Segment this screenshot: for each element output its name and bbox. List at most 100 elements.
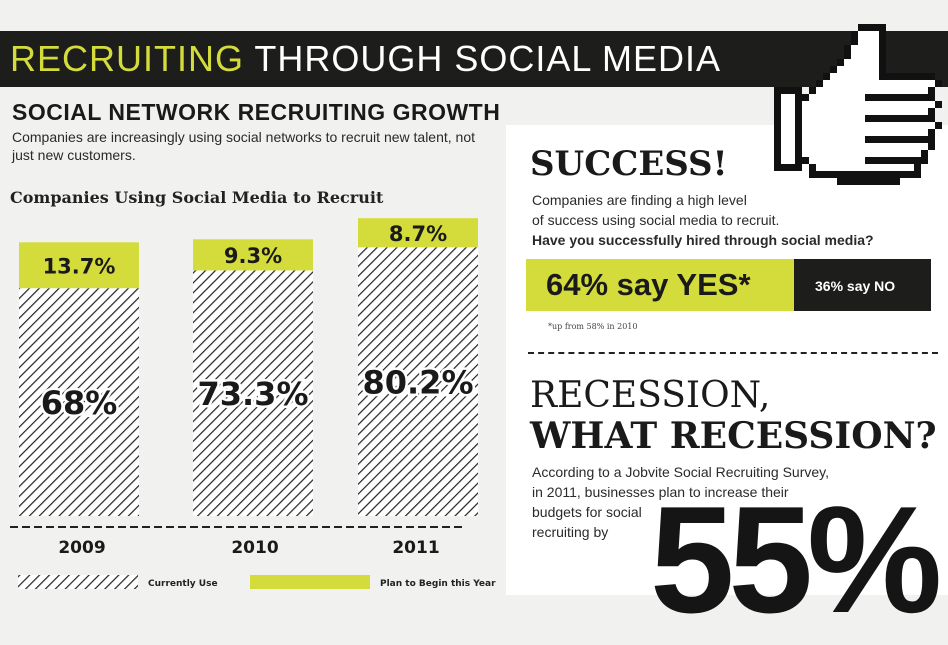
- thumb-pixel: [858, 87, 865, 94]
- thumb-pixel: [886, 164, 893, 171]
- thumb-pixel: [816, 157, 823, 164]
- thumb-pixel: [872, 87, 879, 94]
- thumb-pixel: [858, 38, 865, 45]
- thumb-pixel: [774, 87, 781, 94]
- thumb-pixel: [830, 164, 837, 171]
- thumb-pixel: [837, 94, 844, 101]
- thumb-pixel: [774, 164, 781, 171]
- thumb-pixel: [879, 66, 886, 73]
- thumb-pixel: [879, 24, 886, 31]
- recession-text-3: budgets for social: [532, 504, 642, 520]
- thumb-pixel: [928, 143, 935, 150]
- thumb-pixel: [774, 115, 781, 122]
- thumb-pixel: [788, 164, 795, 171]
- thumb-pixel: [879, 45, 886, 52]
- thumb-pixel: [921, 108, 928, 115]
- bar-current-2010: [193, 270, 313, 516]
- thumb-pixel: [858, 122, 865, 129]
- thumb-pixel: [865, 143, 872, 150]
- thumb-pixel: [851, 157, 858, 164]
- page-title: RECRUITING THROUGH SOCIAL MEDIA: [10, 38, 721, 80]
- thumb-pixel: [886, 136, 893, 143]
- thumb-pixel: [837, 164, 844, 171]
- thumb-pixel: [872, 143, 879, 150]
- thumb-pixel: [844, 150, 851, 157]
- thumb-pixel: [844, 108, 851, 115]
- thumb-pixel: [851, 108, 858, 115]
- thumb-pixel: [781, 122, 788, 129]
- thumb-pixel: [879, 87, 886, 94]
- legend-swatch-current: [18, 575, 138, 589]
- thumb-pixel: [858, 115, 865, 122]
- thumb-pixel: [858, 143, 865, 150]
- thumb-pixel: [844, 45, 851, 52]
- thumb-pixel: [921, 143, 928, 150]
- no-box: [794, 259, 931, 311]
- thumb-pixel: [879, 80, 886, 87]
- thumb-pixel: [879, 115, 886, 122]
- thumb-pixel: [816, 87, 823, 94]
- thumb-pixel: [774, 108, 781, 115]
- data-label-current-2010: 73.3%: [197, 375, 308, 413]
- thumb-pixel: [914, 94, 921, 101]
- thumb-pixel: [921, 150, 928, 157]
- chart-title: Companies Using Social Media to Recruit: [10, 188, 384, 207]
- thumb-pixel: [802, 129, 809, 136]
- thumb-pixel: [844, 115, 851, 122]
- thumb-pixel: [858, 150, 865, 157]
- thumb-pixel: [802, 150, 809, 157]
- thumb-pixel: [872, 101, 879, 108]
- thumb-pixel: [816, 150, 823, 157]
- thumb-pixel: [886, 108, 893, 115]
- thumb-pixel: [844, 66, 851, 73]
- big-percentage: 55%: [650, 475, 942, 645]
- thumb-pixel: [795, 157, 802, 164]
- thumb-pixel: [921, 101, 928, 108]
- thumb-pixel: [872, 59, 879, 66]
- thumb-pixel: [900, 171, 907, 178]
- thumb-pixel: [788, 122, 795, 129]
- thumb-pixel: [872, 73, 879, 80]
- thumb-pixel: [830, 157, 837, 164]
- thumb-pixel: [858, 80, 865, 87]
- thumb-pixel: [851, 171, 858, 178]
- header-banner: [0, 31, 948, 87]
- thumb-pixel: [921, 80, 928, 87]
- thumb-pixel: [886, 87, 893, 94]
- thumb-pixel: [809, 108, 816, 115]
- thumb-pixel: [830, 136, 837, 143]
- success-text: Companies are finding a high level of su…: [532, 190, 932, 250]
- thumb-pixel: [795, 164, 802, 171]
- x-tick-2010: 2010: [231, 538, 278, 558]
- thumb-pixel: [865, 129, 872, 136]
- thumb-pixel: [781, 164, 788, 171]
- thumb-pixel: [879, 122, 886, 129]
- thumb-pixel: [900, 94, 907, 101]
- thumb-pixel: [851, 143, 858, 150]
- thumb-pixel: [928, 136, 935, 143]
- thumb-pixel: [837, 136, 844, 143]
- bar-plan-2009: [19, 242, 139, 289]
- thumb-pixel: [865, 101, 872, 108]
- thumb-pixel: [858, 178, 865, 185]
- thumb-pixel: [907, 122, 914, 129]
- thumb-pixel: [837, 122, 844, 129]
- thumb-pixel: [788, 94, 795, 101]
- thumb-pixel: [844, 157, 851, 164]
- legend-swatch-plan: [250, 575, 370, 589]
- thumb-pixel: [914, 136, 921, 143]
- thumb-pixel: [816, 171, 823, 178]
- thumb-pixel: [907, 115, 914, 122]
- thumb-pixel: [781, 115, 788, 122]
- thumb-pixel: [802, 157, 809, 164]
- thumb-pixel: [928, 80, 935, 87]
- thumb-pixel: [886, 150, 893, 157]
- thumb-pixel: [851, 52, 858, 59]
- thumb-pixel: [872, 129, 879, 136]
- thumb-pixel: [851, 150, 858, 157]
- thumb-pixel: [893, 143, 900, 150]
- thumb-pixel: [865, 38, 872, 45]
- thumb-pixel: [851, 87, 858, 94]
- thumb-pixel: [907, 94, 914, 101]
- x-tick-2009: 2009: [58, 538, 105, 558]
